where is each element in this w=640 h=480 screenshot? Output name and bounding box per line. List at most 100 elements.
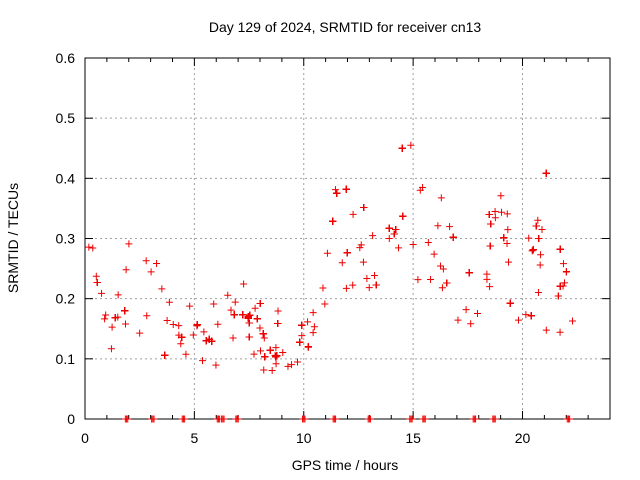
data-point xyxy=(514,316,522,324)
data-point xyxy=(528,247,536,255)
data-point xyxy=(467,320,475,328)
data-point xyxy=(535,235,543,243)
data-point xyxy=(272,360,280,368)
data-point xyxy=(332,415,340,423)
data-point xyxy=(98,289,106,297)
data-point xyxy=(147,268,155,276)
data-point xyxy=(274,307,282,315)
data-point xyxy=(527,312,535,320)
data-point xyxy=(559,260,567,268)
data-point xyxy=(304,343,312,351)
data-point xyxy=(175,322,183,330)
data-point xyxy=(421,415,429,423)
data-point xyxy=(230,311,238,319)
data-point xyxy=(522,311,530,319)
x-axis-label: GPS time / hours xyxy=(292,457,399,473)
data-point xyxy=(256,299,264,307)
data-point xyxy=(542,326,550,334)
data-point xyxy=(486,242,494,250)
data-point xyxy=(114,291,122,299)
data-point xyxy=(246,311,254,319)
data-point xyxy=(210,300,218,308)
data-point xyxy=(473,309,481,317)
data-point xyxy=(427,275,435,283)
data-point xyxy=(186,302,194,310)
data-point xyxy=(506,299,514,307)
data-point xyxy=(392,226,400,234)
data-point xyxy=(125,240,133,248)
x-tick-label: 15 xyxy=(405,430,421,446)
data-point xyxy=(333,189,341,197)
data-point xyxy=(108,323,116,331)
data-point xyxy=(409,240,417,248)
y-tick-label: 0.5 xyxy=(56,110,76,126)
y-axis-label: SRMTID / TECUs xyxy=(5,183,21,293)
y-tick-label: 0.3 xyxy=(56,231,76,247)
data-point xyxy=(356,244,364,252)
data-point xyxy=(498,208,506,216)
data-point xyxy=(446,223,454,231)
data-point xyxy=(414,276,422,284)
y-tick-labels: 0 0.1 0.2 0.3 0.4 0.5 0.6 xyxy=(56,50,76,427)
data-point xyxy=(385,235,393,243)
data-point xyxy=(566,415,574,423)
data-point xyxy=(500,234,508,242)
data-point xyxy=(321,300,329,308)
data-point xyxy=(256,324,264,332)
data-point xyxy=(309,309,317,317)
data-point xyxy=(298,321,306,329)
data-point xyxy=(434,222,442,230)
data-point xyxy=(200,328,208,336)
data-point xyxy=(158,285,166,293)
data-point xyxy=(430,250,438,258)
data-point xyxy=(234,415,242,423)
data-point xyxy=(142,257,150,265)
data-point xyxy=(390,230,398,238)
data-point xyxy=(212,361,220,369)
data-point xyxy=(220,415,228,423)
data-point xyxy=(554,292,562,300)
data-point xyxy=(259,330,267,338)
data-point xyxy=(419,183,427,191)
data-point xyxy=(272,353,280,361)
data-point xyxy=(338,259,346,267)
data-point xyxy=(293,358,301,366)
data-point xyxy=(562,268,570,276)
data-point xyxy=(359,258,367,266)
data-point xyxy=(229,334,237,342)
data-point xyxy=(250,350,258,358)
data-point xyxy=(439,265,447,273)
data-point xyxy=(260,334,268,342)
data-point xyxy=(260,366,268,374)
data-point xyxy=(363,274,371,282)
data-point xyxy=(301,415,309,423)
data-point xyxy=(245,333,253,341)
data-point xyxy=(136,329,144,337)
data-point xyxy=(360,204,368,212)
data-point xyxy=(251,304,259,312)
data-point xyxy=(153,259,161,267)
data-point xyxy=(319,284,327,292)
grid-lines xyxy=(85,58,610,419)
data-point xyxy=(122,320,130,328)
data-point xyxy=(205,335,213,343)
data-point xyxy=(505,258,513,266)
data-point xyxy=(491,214,499,222)
x-tick-label: 20 xyxy=(515,430,531,446)
data-point xyxy=(193,321,201,329)
data-point xyxy=(93,278,101,286)
data-point xyxy=(525,234,533,242)
data-point xyxy=(534,216,542,224)
data-point xyxy=(472,415,480,423)
data-point xyxy=(268,366,276,374)
data-point xyxy=(331,186,339,194)
data-point xyxy=(542,169,550,177)
data-point xyxy=(165,298,173,306)
data-point xyxy=(369,232,377,240)
data-point xyxy=(309,329,317,337)
y-tick-label: 0 xyxy=(67,411,75,427)
data-point xyxy=(107,345,115,353)
data-point xyxy=(284,362,292,370)
x-tick-label: 5 xyxy=(190,430,198,446)
